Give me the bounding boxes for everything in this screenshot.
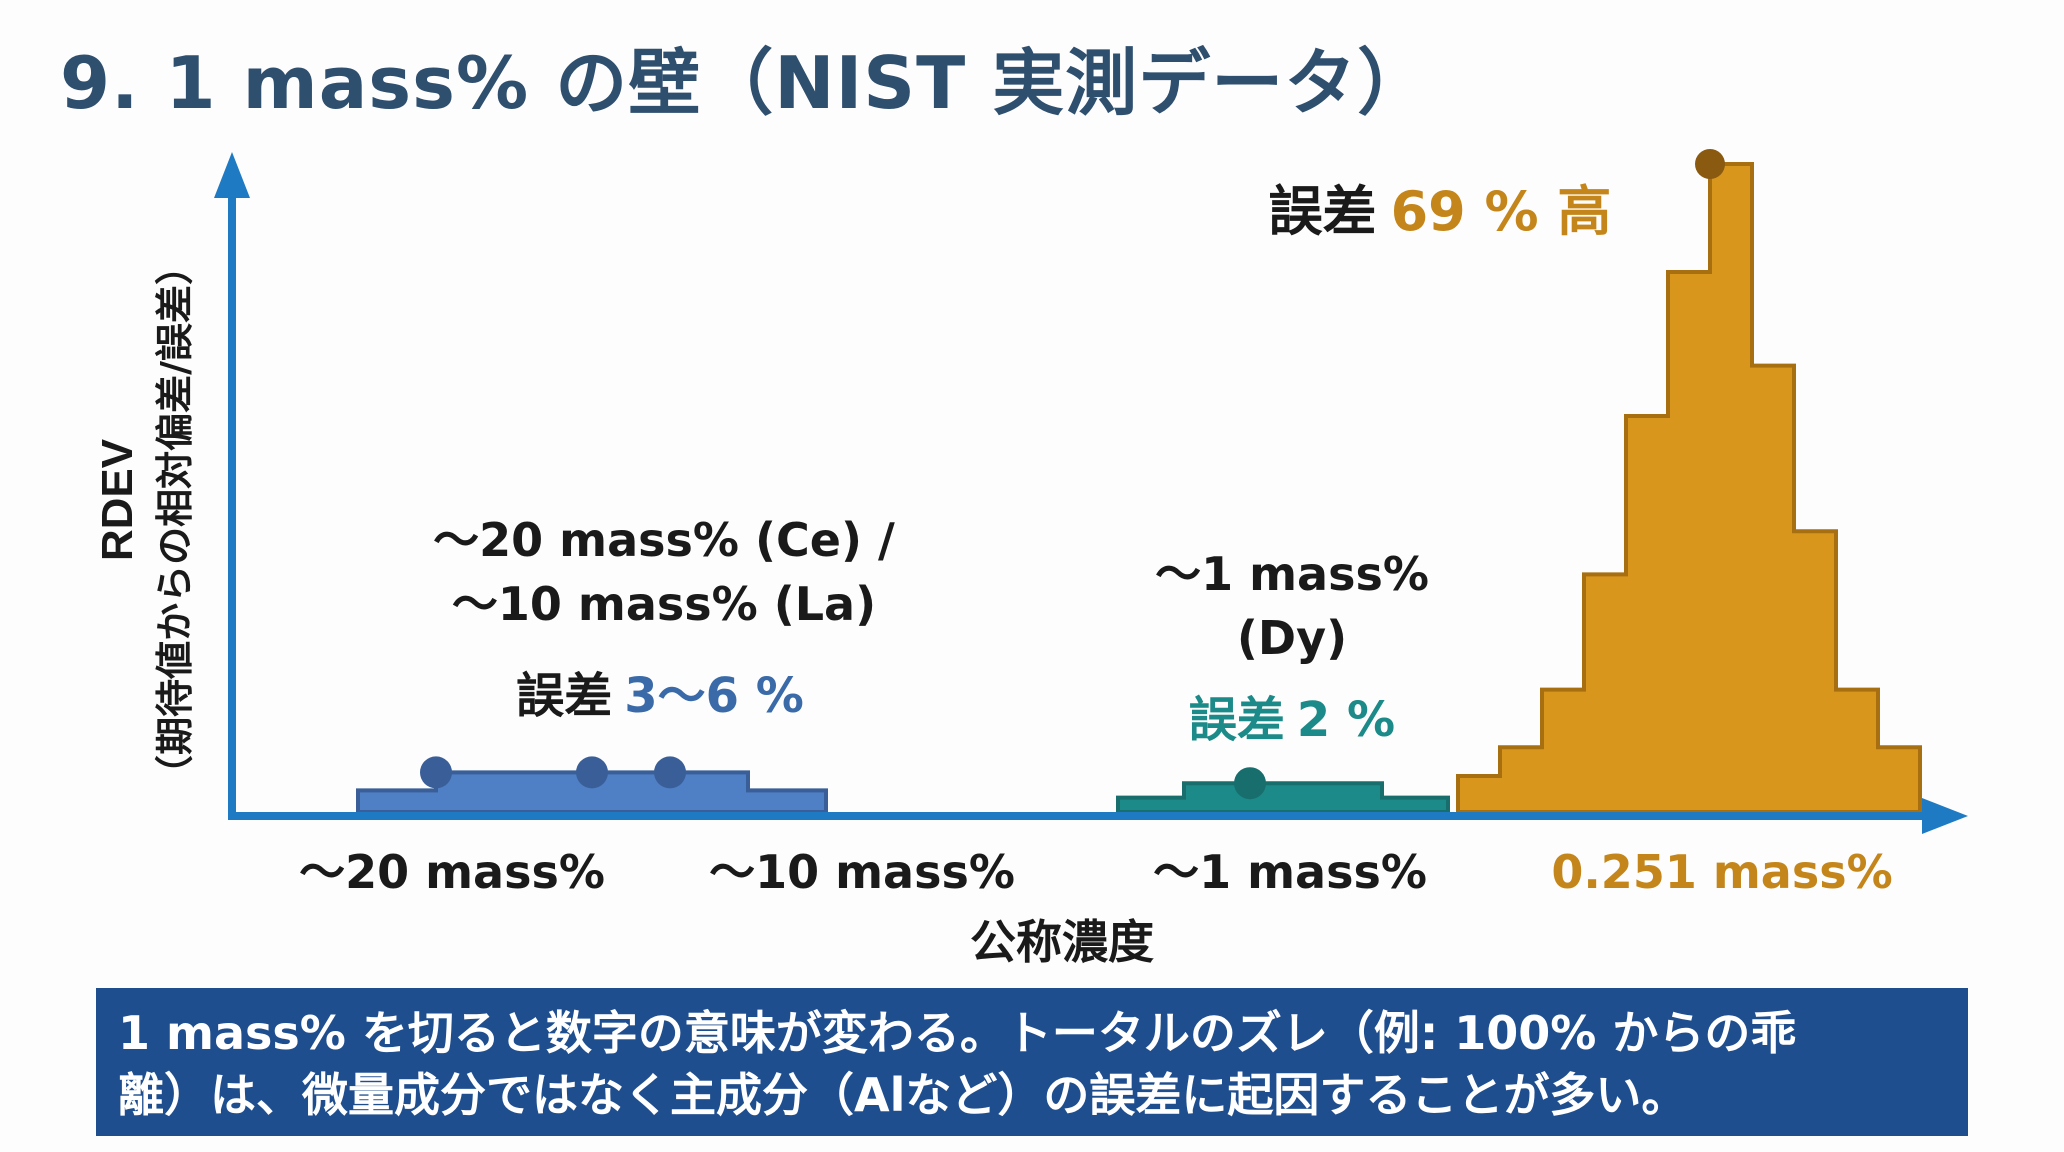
series-marker-ce-la <box>654 756 686 789</box>
error-label-ce-la: 誤差 3〜6 % <box>516 668 804 724</box>
series-area-ce-la <box>356 770 828 814</box>
series-area-dy <box>1116 781 1450 814</box>
x-tick-label: 〜10 mass% <box>709 845 1015 899</box>
y-axis-sublabel: （期待値からの相対偏差/誤差） <box>153 247 197 793</box>
error-prefix: 誤差 <box>1269 180 1377 243</box>
x-axis-arrow-icon <box>1922 798 1968 834</box>
series-marker-ce-la <box>420 756 452 789</box>
slide-title: 9. 1 mass% の壁（NIST 実測データ） <box>60 41 1431 125</box>
error-value: 69 % 高 <box>1391 180 1612 243</box>
series-marker-0251 <box>1695 149 1725 179</box>
error-prefix: 誤差 <box>516 668 612 724</box>
x-axis-label: 公称濃度 <box>970 915 1154 969</box>
x-tick-label: 0.251 mass% <box>1551 845 1892 899</box>
series-layer <box>356 149 1922 814</box>
footer-text: 1 mass% を切ると数字の意味が変わる。トータルのズレ（例: 100% から… <box>118 1002 1944 1126</box>
footer-note: 1 mass% を切ると数字の意味が変わる。トータルのズレ（例: 100% から… <box>96 988 1968 1136</box>
group-label-dy-line1: 〜1 mass% <box>1155 547 1429 601</box>
footer-line-2: 離）は、微量成分ではなく主成分（Alなど）の誤差に起因することが多い。 <box>118 1068 1688 1122</box>
error-prefix: 誤差 <box>1189 692 1285 748</box>
x-tick-label: 〜1 mass% <box>1153 845 1427 899</box>
group-label-ce-la-line2: 〜10 mass% (La) <box>452 577 876 631</box>
series-area-0251 <box>1456 162 1922 814</box>
error-label-dy: 誤差 2 % <box>1189 692 1395 748</box>
group-label-ce-la-line1: 〜20 mass% (Ce) / <box>433 513 895 567</box>
series-marker-dy <box>1234 767 1266 800</box>
y-axis-label: RDEV <box>93 438 142 561</box>
series-marker-ce-la <box>576 756 608 789</box>
y-axis-arrow-icon <box>214 152 250 198</box>
group-label-dy-line2: (Dy) <box>1237 611 1347 665</box>
error-value: 2 % <box>1297 692 1395 748</box>
x-tick-label: 〜20 mass% <box>299 845 605 899</box>
error-value: 3〜6 % <box>624 668 804 724</box>
error-label-0251: 誤差 69 % 高 <box>1269 180 1612 243</box>
footer-line-1: 1 mass% を切ると数字の意味が変わる。トータルのズレ（例: 100% から… <box>118 1006 1797 1060</box>
